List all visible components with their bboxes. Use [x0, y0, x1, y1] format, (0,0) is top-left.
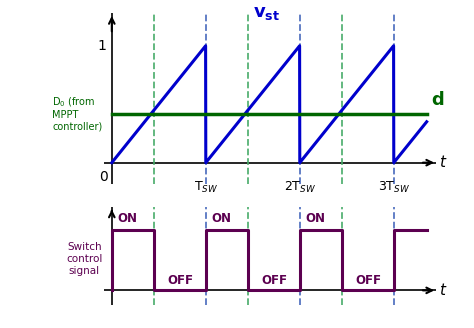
Text: OFF: OFF [261, 274, 287, 287]
Text: Switch
control
signal: Switch control signal [66, 242, 102, 276]
Text: 1: 1 [97, 39, 106, 53]
Text: t: t [439, 155, 445, 170]
Text: OFF: OFF [167, 274, 193, 287]
Text: ON: ON [118, 213, 137, 225]
Text: 2T$_{SW}$: 2T$_{SW}$ [284, 180, 316, 195]
Text: 0: 0 [99, 170, 108, 184]
Text: T$_{SW}$: T$_{SW}$ [194, 180, 218, 195]
Text: t: t [439, 283, 445, 298]
Text: OFF: OFF [355, 274, 381, 287]
Text: 3T$_{SW}$: 3T$_{SW}$ [378, 180, 410, 195]
Text: ON: ON [211, 213, 231, 225]
Text: D$_0$ (from
MPPT
controller): D$_0$ (from MPPT controller) [52, 95, 102, 132]
Text: $\mathbf{v_{st}}$: $\mathbf{v_{st}}$ [253, 5, 281, 22]
Text: d: d [431, 91, 444, 109]
Text: ON: ON [305, 213, 326, 225]
